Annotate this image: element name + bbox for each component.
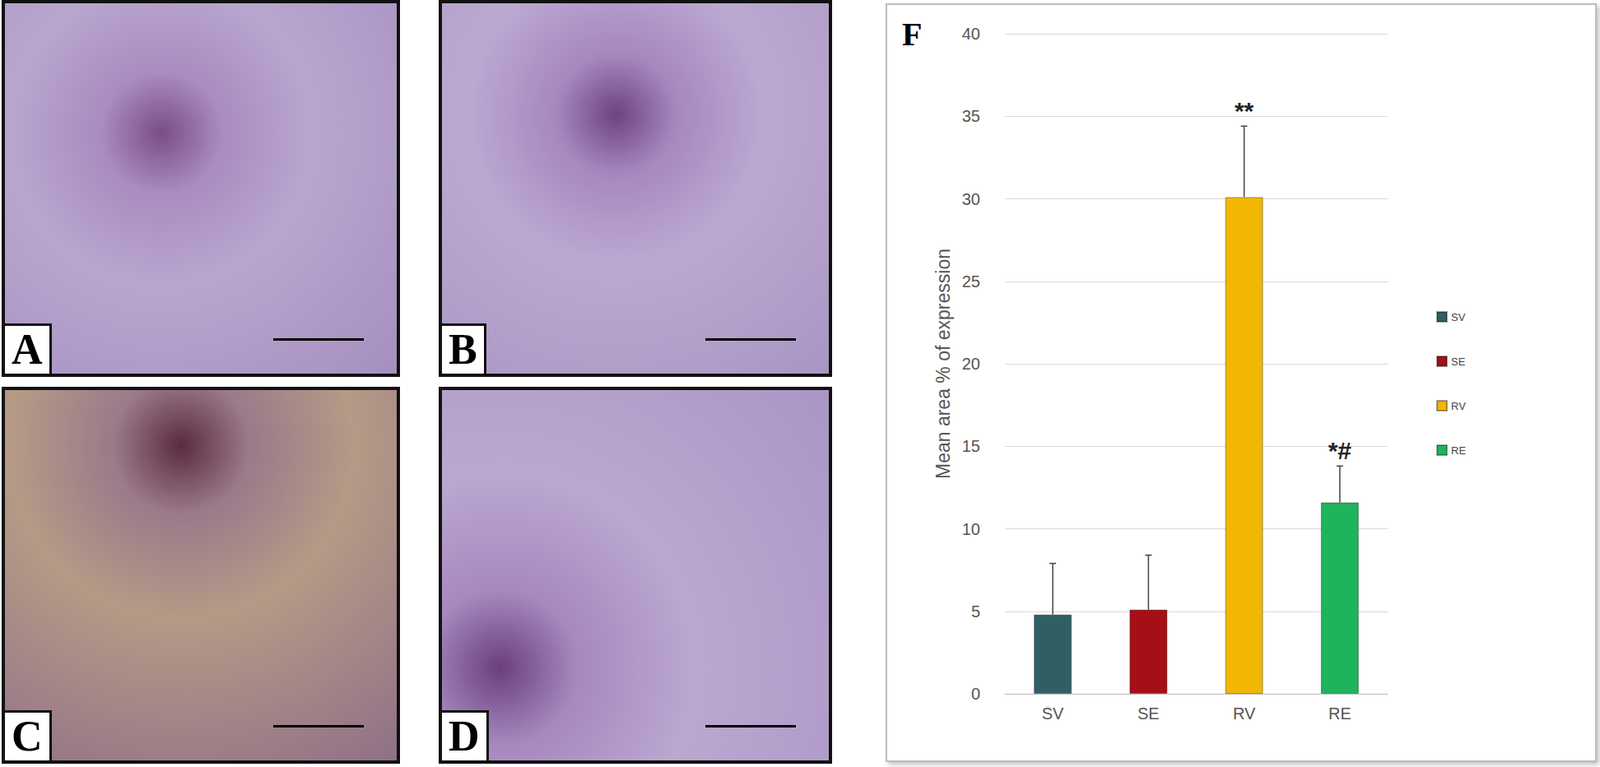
svg-text:40: 40 (962, 24, 981, 43)
svg-text:SV: SV (1041, 704, 1065, 723)
svg-text:*#: *# (1328, 437, 1353, 465)
svg-text:20: 20 (962, 354, 981, 373)
svg-text:35: 35 (962, 106, 981, 126)
svg-text:RV: RV (1451, 400, 1466, 413)
svg-text:10: 10 (962, 520, 981, 539)
svg-text:RV: RV (1232, 704, 1256, 723)
html-text:F: F (902, 15, 923, 53)
svg-text:15: 15 (962, 437, 981, 456)
svg-text:SV: SV (1451, 311, 1466, 324)
svg-text:5: 5 (971, 602, 981, 621)
svg-text:RE: RE (1451, 444, 1466, 457)
svg-text:0: 0 (971, 684, 981, 703)
html-text:B: B (448, 325, 478, 373)
svg-text:25: 25 (962, 272, 981, 291)
svg-text:RE: RE (1328, 704, 1352, 723)
svg-text:**: ** (1234, 97, 1255, 125)
html-text:C: C (11, 712, 43, 760)
svg-text:SE: SE (1137, 704, 1160, 723)
html-text:D: D (448, 712, 480, 760)
svg-text:SE: SE (1451, 355, 1466, 368)
svg-text:Mean area % of expression: Mean area % of expression (932, 248, 954, 480)
svg-text:30: 30 (962, 190, 981, 209)
html-text:A: A (11, 325, 43, 373)
